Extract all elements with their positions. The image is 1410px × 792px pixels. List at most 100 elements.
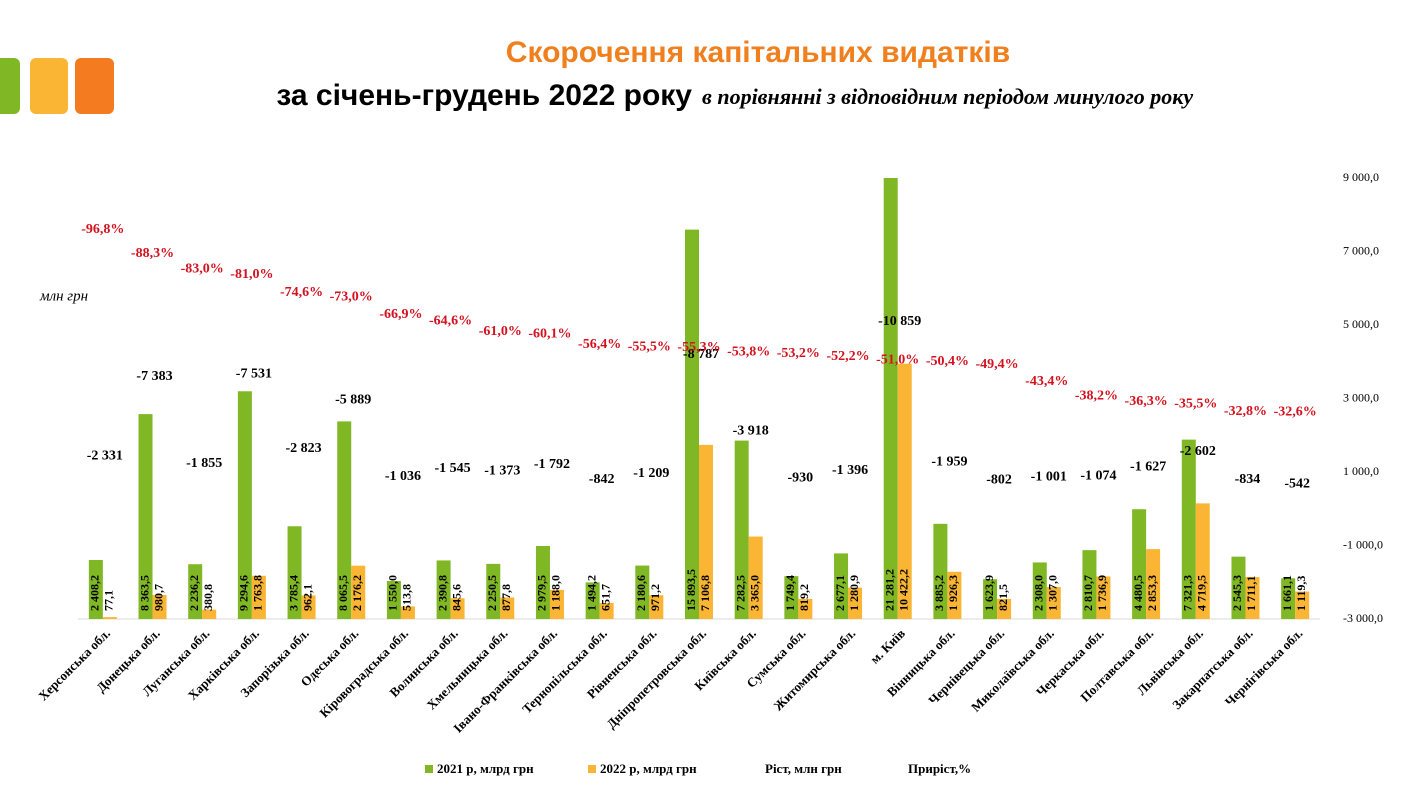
bar-value-label: 1 763,8 bbox=[251, 575, 265, 611]
bar-value-label: 2 810,7 bbox=[1081, 575, 1095, 611]
data-label: -7 383 bbox=[136, 369, 172, 384]
y2-tick-label: 5 000,0 bbox=[1343, 317, 1379, 331]
bar bbox=[1032, 562, 1047, 619]
data-label: -32,8% bbox=[1224, 404, 1267, 419]
y2-tick-label: 3 000,0 bbox=[1343, 390, 1379, 404]
bar-value-label: 2 308,0 bbox=[1032, 575, 1046, 611]
bar bbox=[102, 617, 117, 619]
data-label: -55,5% bbox=[628, 340, 671, 355]
bar-value-label: 2 853,3 bbox=[1145, 575, 1159, 611]
bar bbox=[1082, 550, 1097, 619]
bar bbox=[237, 391, 252, 619]
logo-square bbox=[0, 58, 20, 114]
y2-tick-label: -1 000,0 bbox=[1343, 537, 1383, 551]
bar-value-label: 15 893,5 bbox=[684, 569, 698, 611]
bar bbox=[549, 589, 564, 619]
legend-label: Ріст, млн грн bbox=[765, 761, 842, 776]
data-label: -35,5% bbox=[1174, 396, 1217, 411]
bar-value-label: 1 661,1 bbox=[1280, 575, 1294, 611]
bar bbox=[1195, 503, 1210, 619]
bar bbox=[784, 576, 799, 619]
bar-value-label: 845,6 bbox=[449, 584, 463, 611]
data-label: -88,3% bbox=[131, 246, 174, 261]
x-tick-label: м. Київ bbox=[867, 626, 908, 667]
bar bbox=[933, 523, 948, 619]
bar bbox=[152, 594, 167, 619]
bar bbox=[500, 597, 515, 619]
legend-swatch bbox=[425, 765, 433, 773]
data-label: -74,6% bbox=[280, 285, 323, 300]
data-label: -38,2% bbox=[1075, 389, 1118, 404]
bar-value-label: 1 307,0 bbox=[1046, 575, 1060, 611]
bar bbox=[287, 526, 302, 619]
bar bbox=[1181, 439, 1196, 619]
bar-value-label: 9 294,6 bbox=[237, 575, 251, 611]
bar-value-label: 2 545,3 bbox=[1230, 575, 1244, 611]
bar bbox=[138, 414, 153, 619]
bar bbox=[1231, 556, 1246, 619]
logo-square bbox=[30, 58, 68, 114]
bar bbox=[798, 598, 813, 619]
bar bbox=[635, 565, 650, 619]
data-label: -73,0% bbox=[330, 290, 373, 305]
bar bbox=[585, 582, 600, 619]
bar-value-label: 877,8 bbox=[499, 584, 513, 611]
bar-value-label: 1 926,3 bbox=[946, 575, 960, 611]
data-label: -50,4% bbox=[926, 354, 969, 369]
bar bbox=[1096, 576, 1111, 619]
bar bbox=[202, 609, 217, 619]
data-label: -1 036 bbox=[385, 469, 421, 484]
bar-value-label: 971,2 bbox=[648, 584, 662, 611]
bar bbox=[685, 229, 699, 619]
data-label: -43,4% bbox=[1025, 374, 1068, 389]
data-label: -51,0% bbox=[876, 352, 919, 367]
data-label: -55,3% bbox=[677, 340, 720, 355]
bar bbox=[450, 598, 465, 619]
bar-value-label: 4 719,5 bbox=[1195, 575, 1209, 611]
data-label: -53,8% bbox=[727, 344, 770, 359]
bar-value-label: 4 480,5 bbox=[1131, 575, 1145, 611]
bar bbox=[400, 606, 415, 619]
data-label: -2 331 bbox=[87, 449, 123, 464]
bar-value-label: 821,5 bbox=[996, 584, 1010, 611]
bar-value-label: 1 749,4 bbox=[783, 575, 797, 611]
bar bbox=[883, 178, 898, 619]
bar bbox=[748, 536, 763, 619]
y2-tick-label: 1 000,0 bbox=[1343, 464, 1379, 478]
bar bbox=[997, 598, 1012, 619]
bar-value-label: 7 106,8 bbox=[698, 575, 712, 611]
data-label: -1 074 bbox=[1080, 468, 1116, 483]
bar bbox=[983, 579, 998, 619]
y2-tick-label: -3 000,0 bbox=[1343, 611, 1383, 625]
bar-value-label: 962,1 bbox=[300, 584, 314, 611]
x-tick-label: Миколаївська обл. bbox=[968, 626, 1057, 715]
bar bbox=[251, 575, 266, 619]
data-label: -1 396 bbox=[832, 463, 868, 478]
x-tick-label: Дніпропетровська обл. bbox=[603, 626, 709, 732]
bar-value-label: 2 176,2 bbox=[350, 575, 364, 611]
bar-value-label: 819,2 bbox=[797, 584, 811, 611]
data-label: -542 bbox=[1284, 477, 1310, 492]
bar bbox=[848, 587, 863, 619]
y2-tick-label: 7 000,0 bbox=[1343, 243, 1379, 257]
bar-value-label: 3 885,2 bbox=[932, 575, 946, 611]
bar-value-label: 1 736,9 bbox=[1095, 575, 1109, 611]
bar bbox=[649, 595, 664, 619]
bar-value-label: 2 979,5 bbox=[535, 575, 549, 611]
data-label: -802 bbox=[986, 473, 1012, 488]
bar-value-label: 2 180,6 bbox=[634, 575, 648, 611]
legend-swatch bbox=[588, 765, 596, 773]
data-label: -5 889 bbox=[335, 392, 371, 407]
bar bbox=[1295, 591, 1310, 619]
bar-value-label: 21 281,2 bbox=[882, 569, 896, 611]
bar-value-label: 651,7 bbox=[598, 584, 612, 611]
data-label: -10 859 bbox=[878, 314, 921, 329]
bar bbox=[599, 603, 614, 619]
bar bbox=[337, 421, 352, 619]
data-label: -2 602 bbox=[1180, 444, 1216, 459]
bar-value-label: 2 408,2 bbox=[88, 575, 102, 611]
data-label: -60,1% bbox=[528, 326, 571, 341]
data-label: -7 531 bbox=[236, 367, 272, 382]
bar bbox=[1281, 578, 1296, 619]
